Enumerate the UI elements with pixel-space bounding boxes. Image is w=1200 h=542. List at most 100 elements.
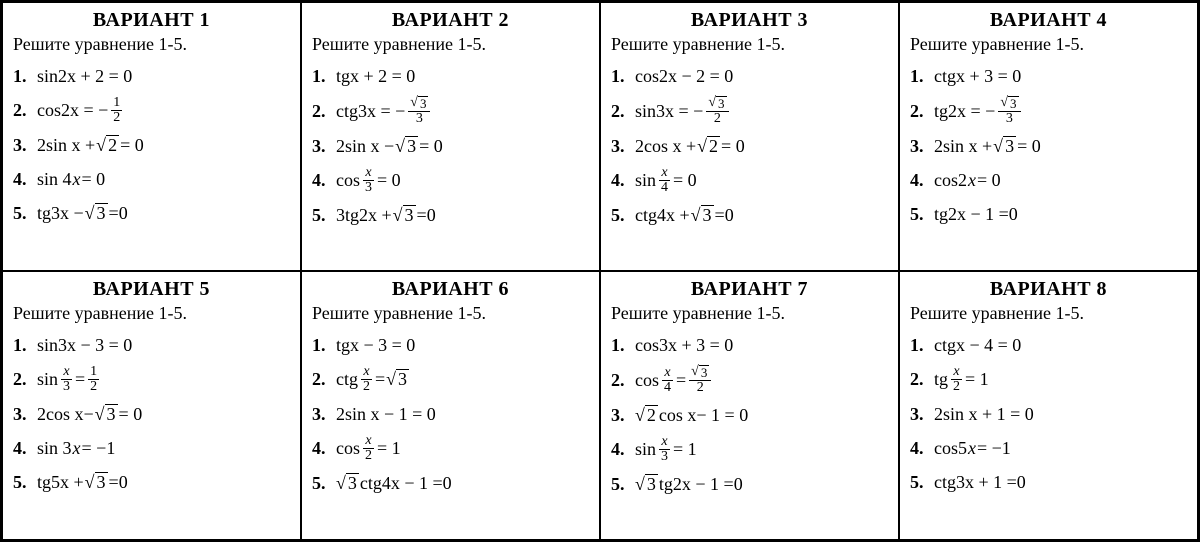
problem-expr: ctgx + 3 = 0 [934,66,1021,87]
problem-expr: ctg3x = −33 [336,96,432,126]
problem-number: 1. [611,335,635,356]
problem-number: 5. [910,472,934,493]
problem: 2.tg2x = −33 [910,96,1187,126]
problem-expr: tg3x − 3 =0 [37,203,128,224]
problem: 3.2cos x + 2 = 0 [611,132,888,160]
problem-number: 5. [13,472,37,493]
problem-number: 5. [611,205,635,226]
problem-number: 4. [910,170,934,191]
problem: 4.sin x4 = 0 [611,166,888,195]
problem: 5.ctg3x + 1 =0 [910,468,1187,496]
problem-number: 2. [910,101,934,122]
variant-title: ВАРИАНТ 3 [611,9,888,32]
problem: 3.2cos x−3 = 0 [13,400,290,428]
problem-number: 3. [910,404,934,425]
problem-expr: cos3x + 3 = 0 [635,335,733,356]
problem: 1.tgx − 3 = 0 [312,331,589,359]
problem-number: 3. [611,136,635,157]
problem-expr: 2sin x − 1 = 0 [336,404,436,425]
problem-expr: sin 4x = 0 [37,169,105,190]
problem-expr: 2sin x + 1 = 0 [934,404,1034,425]
problem-number: 2. [910,369,934,390]
problem: 4.cos x2 = 1 [312,434,589,463]
problem-expr: tg2x = −33 [934,96,1023,126]
problem-expr: cos2x = 0 [934,170,1001,191]
problem-number: 2. [611,370,635,391]
instruction: Решите уравнение 1-5. [910,303,1187,324]
problem: 3.2sin x + 1 = 0 [910,400,1187,428]
problem: 5.tg3x − 3 =0 [13,199,290,227]
problem: 5.3tg2x + 3 =0 [312,201,589,229]
problem-expr: 2sin x + 3 = 0 [934,136,1041,157]
problem: 5.tg2x − 1 =0 [910,200,1187,228]
problem: 4.sin x3 = 1 [611,435,888,464]
problem-number: 1. [910,66,934,87]
problem-number: 4. [312,438,336,459]
problem-expr: 3 ctg4x − 1 =0 [336,473,452,494]
problem-expr: 3tg2x + 3 =0 [336,205,436,226]
problem: 5.3tg2x − 1 =0 [611,470,888,498]
problem-expr: 2sin x + 2 = 0 [37,135,144,156]
problem-expr: ctg3x + 1 =0 [934,472,1026,493]
variant-cell: ВАРИАНТ 6 Решите уравнение 1-5. 1.tgx − … [301,271,600,540]
variant-title: ВАРИАНТ 5 [13,278,290,301]
variant-title: ВАРИАНТ 2 [312,9,589,32]
problem-expr: sin3x = −32 [635,96,731,126]
variant-title: ВАРИАНТ 6 [312,278,589,301]
problem-number: 1. [611,66,635,87]
problem: 2.sin x3 = 12 [13,365,290,394]
problem-expr: sin x4 = 0 [635,166,697,195]
problem-number: 3. [13,404,37,425]
problem-expr: tgx − 3 = 0 [336,335,415,356]
problem-expr: 2sin x − 3 = 0 [336,136,443,157]
instruction: Решите уравнение 1-5. [910,34,1187,55]
problem-expr: ctg4x + 3 =0 [635,205,734,226]
problem: 3.2sin x + 3 = 0 [910,132,1187,160]
problem: 4.sin 3x = −1 [13,434,290,462]
instruction: Решите уравнение 1-5. [13,303,290,324]
problem: 5.tg5x + 3 =0 [13,468,290,496]
problem-expr: 2cos x−3 = 0 [37,404,142,425]
problem: 2.tg x2 = 1 [910,365,1187,394]
problem-number: 1. [910,335,934,356]
problem-number: 2. [13,369,37,390]
variant-cell: ВАРИАНТ 5 Решите уравнение 1-5. 1.sin3x … [2,271,301,540]
problem-number: 5. [312,473,336,494]
instruction: Решите уравнение 1-5. [312,34,589,55]
problem-number: 5. [910,204,934,225]
problem: 4.cos2x = 0 [910,166,1187,194]
problem-number: 4. [611,170,635,191]
problem: 4.cos5x = −1 [910,434,1187,462]
worksheet-grid: ВАРИАНТ 1 Решите уравнение 1-5. 1.sin2x … [0,0,1200,542]
variant-title: ВАРИАНТ 1 [13,9,290,32]
problem: 1.ctgx − 4 = 0 [910,331,1187,359]
problem-expr: 3tg2x − 1 =0 [635,474,743,495]
problem-number: 3. [312,404,336,425]
problem: 1.ctgx + 3 = 0 [910,62,1187,90]
problem-number: 4. [13,169,37,190]
problem-expr: cos2x − 2 = 0 [635,66,733,87]
problem: 5.3 ctg4x − 1 =0 [312,469,589,497]
problem-number: 1. [13,66,37,87]
variant-title: ВАРИАНТ 8 [910,278,1187,301]
problem: 1.tgx + 2 = 0 [312,62,589,90]
problem: 3.2sin x + 2 = 0 [13,131,290,159]
variant-cell: ВАРИАНТ 7 Решите уравнение 1-5. 1.cos3x … [600,271,899,540]
problem: 2.cos x4 = 32 [611,365,888,395]
problem: 3.2sin x − 1 = 0 [312,400,589,428]
problem-number: 4. [312,170,336,191]
problem: 2.cos2x = −12 [13,96,290,125]
problem-expr: cos x4 = 32 [635,365,713,395]
problem-number: 5. [13,203,37,224]
problem-expr: sin3x − 3 = 0 [37,335,132,356]
problem-number: 3. [312,136,336,157]
problem-number: 3. [13,135,37,156]
problem: 1.sin3x − 3 = 0 [13,331,290,359]
problem-expr: sin x3 = 12 [37,365,101,394]
problem-expr: cos2x = −12 [37,96,124,125]
problem-number: 3. [910,136,934,157]
problem-expr: cos x2 = 1 [336,434,401,463]
problem-number: 5. [611,474,635,495]
problem-number: 2. [312,101,336,122]
problem-expr: ctgx − 4 = 0 [934,335,1021,356]
